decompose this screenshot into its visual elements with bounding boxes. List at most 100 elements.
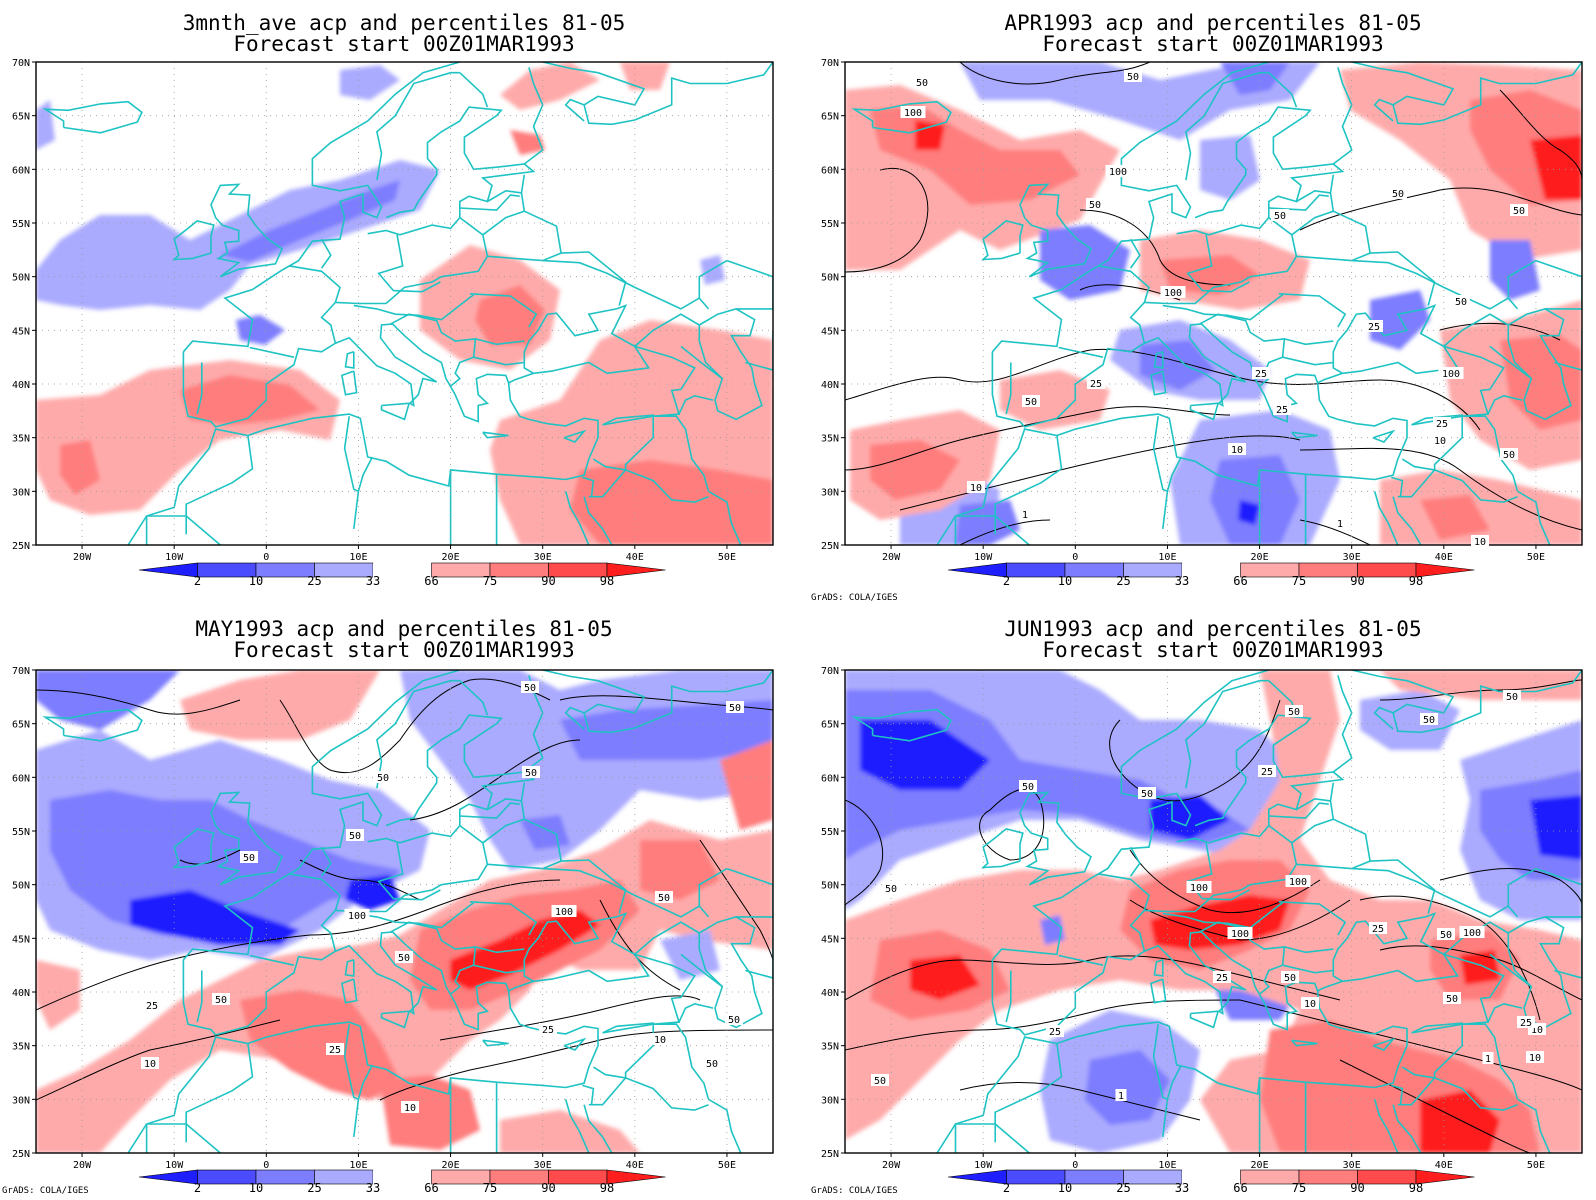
panel-title-line1: APR1993 acp and percentiles 81-05 (1004, 11, 1421, 35)
wet-region-core (380, 1075, 480, 1150)
dry-region-max (345, 875, 400, 910)
contour-label-text: 50 (1127, 72, 1139, 83)
coastline (1268, 802, 1329, 819)
contour-label-text: 50 (1022, 782, 1034, 793)
contour-label: 50 (703, 1057, 721, 1070)
contour-label-bg (346, 829, 364, 841)
coastline (1397, 1077, 1436, 1106)
lat-tick-label: 70N (12, 58, 30, 69)
contour-label-text: 10 (1529, 1053, 1541, 1064)
coastline (994, 435, 1063, 516)
coastline (1282, 964, 1334, 974)
contour-label: 50 (1437, 928, 1455, 941)
coastline (1391, 476, 1404, 497)
contour-label-text: 1 (1118, 1091, 1124, 1102)
colorbar-bin (197, 562, 257, 578)
wet-region-core (60, 440, 100, 495)
coastline (1005, 362, 1012, 415)
coastline (367, 106, 536, 236)
coastline (482, 1039, 509, 1047)
colorbar-bin (489, 1169, 549, 1185)
contour-label-bg (1431, 434, 1449, 446)
contour-label-text: 1 (1337, 519, 1343, 530)
contour-label-text: 25 (329, 1045, 341, 1056)
contour-label-bg (1459, 926, 1485, 938)
contour-label-bg (401, 1101, 419, 1113)
coastline (1153, 351, 1164, 369)
contour-label-bg (1087, 377, 1105, 389)
contour-label-text: 25 (1049, 1027, 1061, 1038)
contour-label-bg (1281, 971, 1299, 983)
contour-label-text: 50 (524, 683, 536, 694)
map-axes-jun: 20W 10W 0 10E 20E 30E 40E 50E 70N 65N 60N 55N 50N 45N… (811, 666, 1583, 1196)
colorbar-bin (1123, 1169, 1183, 1185)
coastline (320, 238, 332, 269)
contour-label: 50 (1452, 295, 1470, 308)
contour-label: 10 (1471, 535, 1489, 548)
lat-tick-label: 40N (821, 988, 839, 999)
coastline (1507, 308, 1572, 421)
coastline (1489, 345, 1532, 380)
colorbar-label: 25 (307, 1181, 321, 1195)
contour-label-text: 50 (215, 995, 227, 1006)
contour-label-bg (1510, 204, 1528, 216)
contour-label: 10 (141, 1057, 159, 1070)
lat-tick-label: 55N (821, 827, 839, 838)
contour-label-bg (1160, 286, 1186, 298)
shaded-anomaly-field (36, 62, 773, 545)
contour-label-text: 25 (1436, 419, 1448, 430)
contour-label: 100 (1459, 926, 1485, 939)
contour-label: 50 (1124, 70, 1142, 83)
contour-label-bg (1252, 367, 1270, 379)
coastline (185, 1123, 221, 1153)
contour-label-text: 100 (904, 108, 922, 119)
coastline (1373, 706, 1394, 730)
colorbar-label: 33 (1175, 1181, 1189, 1195)
colorbar-bin (1298, 562, 1358, 578)
contour-label-text: 25 (1520, 1018, 1532, 1029)
contour-label-text: 50 (1141, 789, 1153, 800)
lat-tick-label: 35N (821, 1042, 839, 1053)
colorbar-label: 66 (424, 574, 438, 588)
coastline (588, 469, 627, 498)
dry-region-max (1238, 500, 1260, 525)
coastline (1189, 402, 1220, 421)
coastline (249, 954, 295, 966)
contour-label-bg (703, 1057, 721, 1069)
coastline (634, 286, 700, 310)
contour-label: 50 (913, 76, 931, 89)
panel-3mnth-ave: 3mnth_ave acp and percentiles 81-05 Fore… (36, 11, 773, 545)
lon-tick-label: 30E (1343, 1160, 1361, 1171)
coastline (1185, 679, 1269, 789)
dry-region (36, 670, 180, 730)
contour-label: 100 (1438, 367, 1464, 380)
contour-label-bg (141, 1057, 159, 1069)
panel-title-line2: Forecast start 00Z01MAR1993 (233, 638, 574, 662)
lat-tick-label: 35N (821, 434, 839, 445)
coastline (981, 220, 1024, 261)
wet-region (720, 740, 773, 830)
contour-label: 50 (1022, 395, 1040, 408)
coastline (991, 912, 1459, 1036)
contour-label-text: 100 (555, 907, 573, 918)
coastline (563, 1037, 587, 1051)
coastline (335, 216, 489, 305)
coastline (1443, 894, 1509, 918)
wet-region-core (1500, 335, 1582, 430)
coastline (1332, 67, 1353, 165)
coastline (1517, 1098, 1551, 1153)
colorbar-arrow-low (138, 562, 198, 578)
lat-tick-label: 35N (12, 434, 30, 445)
lat-tick-label: 45N (12, 326, 30, 337)
coastline (851, 708, 952, 742)
colorbar-label: 33 (366, 574, 380, 588)
coastline (936, 990, 1408, 1153)
contour-label-bg (1500, 448, 1518, 460)
colorbar-label: 33 (366, 1181, 380, 1195)
contour-label: 25 (1369, 922, 1387, 935)
colorbar-label: 75 (483, 1181, 497, 1195)
contour-label-text: 10 (144, 1059, 156, 1070)
contour-label-text: 25 (1255, 369, 1267, 380)
contour-label-bg (551, 905, 577, 917)
